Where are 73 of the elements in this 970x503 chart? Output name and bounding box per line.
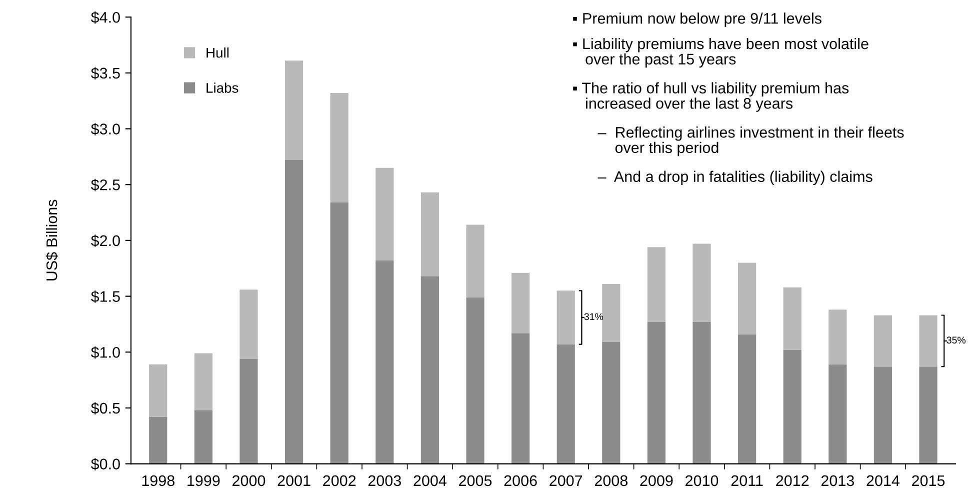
x-tick-label: 2002 (323, 475, 356, 486)
x-tick-label: 2010 (686, 475, 718, 486)
x-tick-label: 1998 (142, 475, 174, 486)
bar (511, 272, 530, 334)
y-tick-label: $4.0 (90, 11, 120, 24)
bar (738, 262, 756, 334)
x-tick-label: 2015 (912, 475, 945, 486)
y-axis-title: US$ Billions (46, 200, 58, 280)
x-tick-label: 2012 (776, 475, 809, 486)
x-tick-label: 2007 (550, 475, 582, 486)
bar (376, 168, 394, 261)
bar (149, 364, 168, 417)
bar (240, 358, 258, 464)
bar (284, 160, 304, 464)
x-tick-label: 2011 (731, 475, 763, 486)
bar (783, 287, 802, 350)
bar (874, 366, 892, 464)
bar (420, 276, 440, 464)
y-tick-label: $3.0 (90, 122, 120, 136)
x-tick-label: 2005 (459, 475, 492, 486)
annotation: 31% (584, 313, 604, 320)
bar (647, 247, 666, 322)
y-tick-label: $3.5 (90, 67, 120, 80)
x-tick-label: 2006 (504, 475, 537, 486)
annotation: – And a drop in fatalities (liability) claims (598, 170, 872, 186)
annotation: ▪ Premium now below pre 9/11 levels (573, 12, 822, 27)
bar (828, 364, 847, 464)
x-tick-label: 2009 (640, 475, 673, 486)
x-tick-label: 2013 (821, 475, 854, 486)
x-tick-label: 2008 (594, 475, 628, 486)
bar (692, 322, 711, 464)
bar (602, 342, 620, 464)
bar (556, 344, 575, 464)
bar (466, 224, 484, 298)
bar (919, 366, 938, 464)
bar (602, 284, 620, 342)
bar (783, 350, 802, 464)
annotation: – Reflecting airlines investment in their fleets over this period (598, 126, 904, 156)
bar (738, 334, 756, 464)
bar (194, 410, 212, 464)
x-tick-label: 2004 (414, 475, 446, 486)
bar (556, 290, 575, 344)
y-tick-label: $1.0 (90, 346, 120, 359)
x-tick-label: 1999 (188, 475, 220, 486)
legend-label: Liabs (206, 82, 238, 93)
bar (828, 310, 847, 364)
bar (511, 333, 530, 464)
bar (919, 315, 938, 367)
x-tick-label: 2000 (232, 475, 266, 486)
bar (647, 322, 666, 464)
bar (284, 60, 304, 160)
bar (466, 297, 484, 464)
x-tick-label: 2014 (866, 475, 900, 486)
annotation: 35% (946, 336, 966, 344)
y-tick-label: $2.0 (90, 234, 120, 248)
annotation: ▪ The ratio of hull vs liability premium has increased over the last 8 years (573, 82, 849, 112)
bar (240, 290, 258, 359)
bar (149, 416, 168, 464)
bar (330, 93, 348, 202)
bar (376, 260, 394, 464)
annotation: ▪ Liability premiums have been most volatile over the past 15 years (573, 38, 868, 68)
bar (692, 244, 711, 322)
y-tick-label: $2.5 (90, 178, 120, 192)
bar (330, 202, 348, 464)
y-tick-label: $0.0 (90, 458, 120, 470)
y-tick-label: $0.5 (90, 402, 120, 415)
legend-label: Hull (206, 47, 229, 58)
bar (874, 315, 892, 367)
x-tick-label: 2003 (368, 475, 401, 486)
bar (420, 192, 440, 276)
bar (194, 353, 212, 410)
y-tick-label: $1.5 (90, 290, 120, 303)
x-tick-label: 2001 (278, 475, 310, 486)
